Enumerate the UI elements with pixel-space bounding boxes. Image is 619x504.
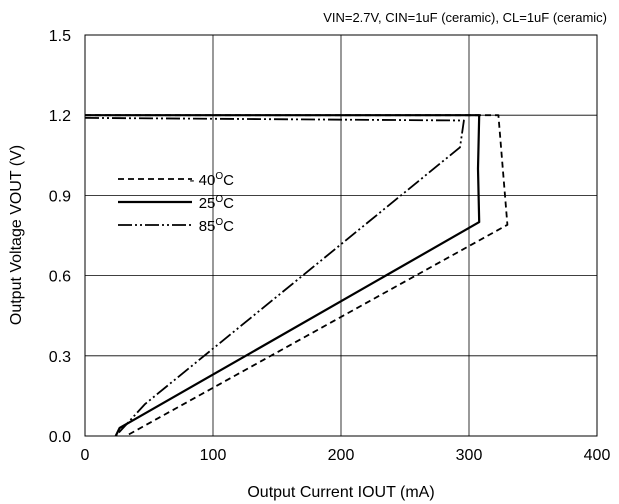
x-tick-label: 400 xyxy=(584,447,611,464)
y-tick-label: 0.0 xyxy=(49,429,71,446)
y-tick-labels: 0.0 0.3 0.6 0.9 1.2 1.5 xyxy=(49,28,71,446)
y-axis-label: Output Voltage VOUT (V) xyxy=(8,145,25,325)
y-tick-label: 1.2 xyxy=(49,108,71,125)
plot-frame xyxy=(84,34,598,437)
legend-label-2: 85OC xyxy=(199,217,234,235)
y-tick-label: 1.5 xyxy=(49,28,71,45)
grid-lines xyxy=(85,35,597,436)
x-tick-labels: 0 100 200 300 400 xyxy=(81,447,611,464)
x-tick-label: 0 xyxy=(81,447,90,464)
x-tick-label: 100 xyxy=(200,447,227,464)
test-conditions: VIN=2.7V, CIN=1uF (ceramic), CL=1uF (cer… xyxy=(323,10,607,25)
y-tick-label: 0.6 xyxy=(49,269,71,286)
y-tick-label: 0.3 xyxy=(49,349,71,366)
series-lines xyxy=(84,114,509,437)
series-line-0 xyxy=(85,114,509,437)
x-tick-label: 300 xyxy=(456,447,483,464)
x-tick-label: 200 xyxy=(328,447,355,464)
series-line-2 xyxy=(84,117,465,437)
series-line-1 xyxy=(85,114,481,437)
legend-label-0: - 40OC xyxy=(190,171,235,189)
y-tick-label: 0.9 xyxy=(49,188,71,205)
x-axis-label: Output Current IOUT (mA) xyxy=(247,484,434,501)
legend-label-1: 25OC xyxy=(199,194,234,212)
legend: - 40OC 25OC 85OC xyxy=(118,171,234,235)
